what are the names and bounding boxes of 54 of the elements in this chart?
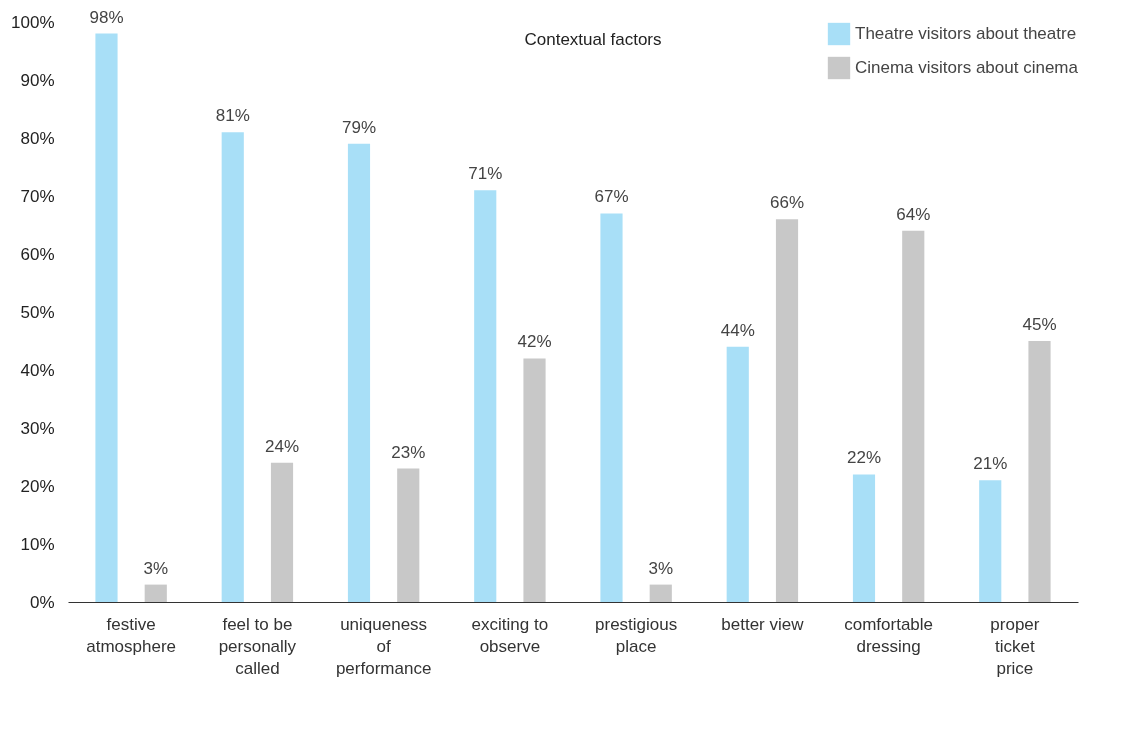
y-tick-label: 90% (20, 70, 55, 90)
x-tick-label: comfortable dressing (844, 614, 934, 656)
y-tick-label: 20% (20, 476, 55, 496)
data-label: 81% (215, 106, 250, 126)
bar (270, 462, 294, 602)
data-label: 23% (391, 442, 426, 462)
bar (1028, 341, 1051, 602)
text: Contextual factors (524, 29, 662, 49)
bar (775, 219, 799, 602)
data-label: 3% (648, 558, 674, 578)
legend-label: Cinema visitors about cinema (855, 58, 1079, 77)
data-label: 66% (769, 193, 805, 213)
x-tick-label: proper ticket price (990, 614, 1040, 678)
x-tick-label: exciting to observe (471, 614, 549, 656)
y-tick-label: 0% (29, 592, 55, 612)
data-label: 24% (264, 436, 300, 456)
bar (95, 33, 118, 602)
x-tick-label: uniqueness of performance (335, 614, 432, 678)
legend-label: Theatre visitors about theatre (855, 24, 1077, 43)
bar (523, 358, 546, 602)
x-tick-label: prestigious place (595, 614, 678, 656)
x-tick-label: better view (721, 614, 805, 634)
data-label: 22% (846, 448, 882, 468)
bar (221, 132, 244, 602)
data-label: 64% (896, 204, 931, 224)
data-label: 21% (973, 454, 1008, 474)
x-tick-label: feel to be personally called (218, 614, 297, 678)
data-label: 3% (143, 558, 169, 578)
y-tick-label: 100% (11, 12, 55, 32)
bar (649, 584, 672, 602)
data-label: 67% (594, 187, 629, 207)
bar (474, 190, 497, 602)
data-label: 71% (468, 164, 503, 184)
y-tick-label: 10% (20, 534, 55, 554)
bar (979, 480, 1002, 602)
bar (600, 213, 623, 602)
data-label: 42% (517, 332, 552, 352)
data-label: 98% (89, 7, 124, 27)
bar (902, 230, 925, 602)
y-tick-label: 60% (20, 244, 55, 264)
data-label: 45% (1022, 315, 1057, 334)
y-tick-label: 40% (20, 360, 55, 380)
y-tick-label: 80% (20, 128, 55, 148)
bar (397, 468, 420, 602)
data-label: 44% (720, 320, 755, 340)
bar (347, 143, 371, 602)
bar (852, 474, 876, 602)
y-tick-label: 30% (20, 418, 55, 438)
bar (726, 346, 749, 602)
y-tick-label: 50% (20, 302, 55, 322)
data-label: 79% (341, 117, 377, 137)
bar (144, 584, 167, 602)
y-tick-label: 70% (20, 186, 55, 206)
x-tick-label: festive atmosphere (86, 614, 177, 656)
